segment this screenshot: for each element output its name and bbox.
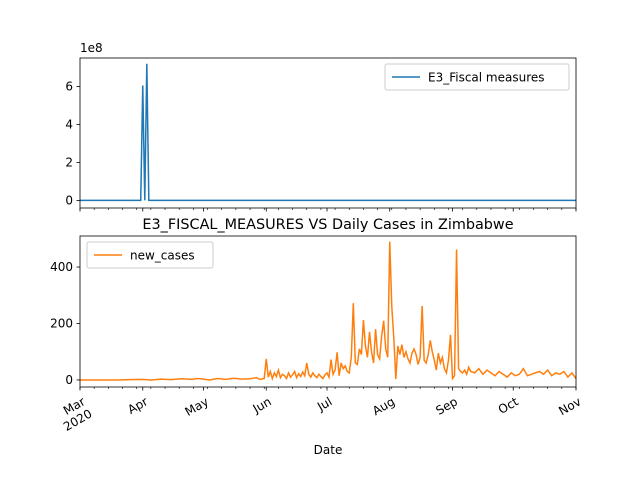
top-y-ticks: 0 2 4 6 (65, 79, 80, 207)
bottom-x-tick-label: Nov (556, 394, 583, 418)
bottom-x-tick-label: Apr (125, 394, 150, 417)
series-line-e3-fiscal-measures (80, 63, 576, 202)
bottom-x-tick-label: May (183, 394, 211, 419)
bottom-subplot: E3_FISCAL_MEASURES VS Daily Cases in Zim… (50, 217, 583, 457)
series-line-new-cases (80, 241, 577, 381)
bottom-x-tick-label: Sep (433, 394, 460, 417)
top-plot-area (80, 63, 576, 202)
top-y-tick-label: 0 (65, 193, 73, 207)
bottom-chart-title: E3_FISCAL_MEASURES VS Daily Cases in Zim… (142, 217, 513, 233)
bottom-x-tick-label: Aug (370, 394, 397, 418)
top-legend-box (384, 63, 570, 91)
top-y-offset-label: 1e8 (80, 41, 103, 55)
bottom-y-tick-label: 400 (50, 260, 73, 274)
top-axes-frame (79, 57, 577, 209)
bottom-y-tick-label: 200 (50, 316, 73, 330)
top-y-tick-label: 6 (65, 79, 73, 93)
bottom-legend-label: new_cases (130, 249, 195, 263)
bottom-x-tick-label: Jun (250, 394, 274, 416)
bottom-plot-area (80, 241, 577, 381)
top-legend: E3_Fiscal measures (384, 63, 570, 91)
bottom-x-tick-label-text: Aug (370, 394, 397, 418)
top-legend-label: E3_Fiscal measures (428, 71, 545, 85)
bottom-x-tick-label-text: Sep (433, 394, 460, 417)
bottom-x-tick-label-text: Nov (556, 394, 583, 418)
top-y-tick-label: 2 (65, 155, 73, 169)
bottom-legend: new_cases (86, 241, 214, 269)
top-y-tick-label: 4 (65, 117, 73, 131)
bottom-x-tick-label: Jul (314, 394, 334, 414)
bottom-x-tick-label-text: May (183, 394, 211, 419)
bottom-x-tick-label: Oct (496, 394, 521, 417)
bottom-y-ticks: 0 200 400 (50, 260, 80, 387)
bottom-axes-frame (79, 235, 577, 388)
bottom-legend-box (86, 241, 214, 269)
bottom-x-tick-label-text: Jun (250, 394, 274, 416)
bottom-x-tick-label-text: Oct (496, 394, 521, 417)
x-axis-label: Date (314, 443, 343, 457)
top-subplot: 1e8 0 2 4 6 E3_Fiscal measures (65, 41, 577, 212)
bottom-y-tick-label: 0 (65, 373, 73, 387)
bottom-x-tick-label-text: Jul (314, 394, 334, 414)
bottom-x-tick-label-text: Apr (125, 394, 150, 417)
top-x-ticks (79, 208, 577, 212)
